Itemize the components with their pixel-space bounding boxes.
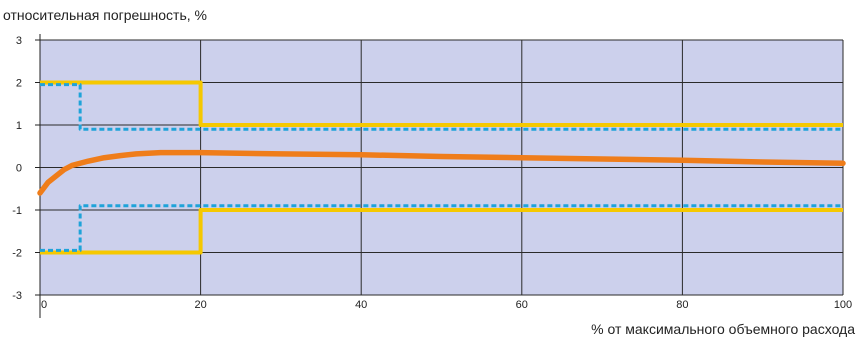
series-layer	[37, 80, 846, 255]
y-tick-label: 0	[16, 163, 22, 175]
series-2-line-0	[37, 149, 846, 196]
series-0-line-0	[40, 80, 843, 127]
x-tick-label: 0	[41, 299, 47, 311]
series-1-line-0	[40, 83, 843, 131]
axes	[35, 34, 41, 318]
y-tick-label: 1	[16, 120, 22, 132]
x-tick-label: 100	[834, 299, 852, 311]
y-tick-label: -3	[12, 290, 22, 302]
y-tick-label: 2	[16, 78, 22, 90]
x-tick-label: 40	[355, 299, 367, 311]
y-tick-label: 3	[16, 35, 22, 47]
y-tick-label: -1	[12, 205, 22, 217]
tick-labels: 3 2 1 0 -1 -2 -3 0 20 40 60 80 100	[12, 35, 852, 311]
x-tick-label: 60	[516, 299, 528, 311]
series-0-line-1	[40, 208, 843, 255]
y-axis-label: относительная погрешность, %	[3, 7, 207, 23]
x-tick-label: 20	[194, 299, 206, 311]
x-axis-label: % от максимального объемного расхода	[591, 321, 855, 337]
x-tick-label: 80	[676, 299, 688, 311]
y-tick-label: -2	[12, 248, 22, 260]
series-1-line-1	[40, 204, 843, 252]
